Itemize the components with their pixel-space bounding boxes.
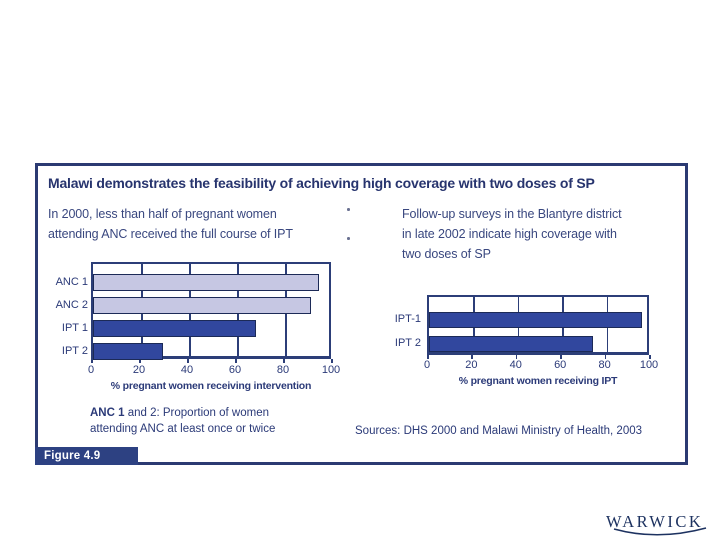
category-labels: IPT-1 IPT 2	[381, 295, 421, 355]
column-divider-dot	[347, 208, 350, 211]
tick-label: 0	[423, 359, 431, 371]
category-label: IPT 1	[61, 321, 88, 334]
tick-label: 40	[180, 364, 194, 376]
tick-labels: 0 20 40 60 80 100	[423, 359, 658, 372]
anc-footnote: ANC 1 and 2: Proportion of women attendi…	[90, 406, 275, 437]
bar-ipt-1	[93, 320, 257, 337]
anc-footnote-line-2: attending ANC at least once or twice	[90, 422, 276, 435]
anc-footnote-line-1: ANC 1 and 2: Proportion of women	[90, 406, 275, 422]
category-labels: ANC 1 ANC 2 IPT 1 IPT 2	[42, 262, 88, 359]
tick-mark	[427, 355, 429, 359]
bar-ipt-2	[93, 343, 163, 360]
anc-footnote-rest: and 2: Proportion of women	[124, 407, 269, 419]
tick-label: 100	[321, 364, 341, 376]
anc-footnote-bold: ANC 1	[90, 407, 125, 419]
warwick-logo-text: WARWICK	[606, 512, 704, 531]
tick-mark	[91, 359, 93, 363]
tick-label: 0	[87, 364, 95, 376]
tick-mark	[560, 355, 562, 359]
bar-anc-2	[93, 297, 312, 314]
tick-mark	[331, 359, 333, 363]
tick-marks	[427, 355, 651, 359]
tick-mark	[515, 355, 518, 359]
column-divider-dot	[347, 237, 350, 240]
tick-mark	[187, 359, 189, 363]
figure-number-badge: Figure 4.9	[35, 447, 138, 465]
category-label: ANC 1	[55, 275, 88, 288]
plot-area	[91, 262, 331, 360]
bar-ipt-1	[429, 312, 643, 328]
warwick-logo: WARWICK	[606, 512, 714, 540]
category-label: IPT 2	[61, 344, 88, 357]
tick-mark	[283, 359, 285, 363]
tick-label: 80	[276, 364, 290, 376]
tick-mark	[649, 355, 651, 359]
category-label: ANC 2	[55, 298, 88, 311]
tick-label: 40	[509, 359, 522, 371]
tick-label: 20	[465, 359, 478, 371]
warwick-swoosh-icon	[613, 527, 707, 536]
tick-mark	[604, 355, 607, 359]
figure-panel: Malawi demonstrates the feasibility of a…	[35, 163, 688, 465]
axis-label: % pregnant women receiving IPT	[458, 375, 618, 387]
tick-label: 20	[132, 364, 146, 376]
sources-note: Sources: DHS 2000 and Malawi Ministry of…	[355, 425, 643, 437]
right-caption-line-3: two doses of SP	[402, 247, 491, 261]
bar-ipt-2	[429, 336, 594, 352]
tick-label: 100	[639, 359, 659, 371]
figure-title: Malawi demonstrates the feasibility of a…	[48, 175, 595, 191]
plot-area	[427, 295, 649, 355]
category-label: IPT 2	[394, 337, 421, 349]
tick-labels: 0 20 40 60 80 100	[87, 364, 340, 377]
right-caption: Follow-up surveys in the Blantyre distri…	[402, 204, 622, 264]
tick-marks	[91, 359, 333, 363]
category-label: IPT-1	[394, 313, 421, 325]
tick-label: 80	[598, 359, 611, 371]
right-caption-line-2: in late 2002 indicate high coverage with	[402, 227, 617, 241]
tick-label: 60	[554, 359, 567, 371]
axis-label: % pregnant women receiving intervention	[110, 380, 312, 392]
left-caption-line-1: In 2000, less than half of pregnant wome…	[48, 207, 277, 221]
left-caption-line-2: attending ANC received the full course o…	[48, 227, 293, 241]
tick-label: 60	[228, 364, 242, 376]
left-caption: In 2000, less than half of pregnant wome…	[48, 204, 293, 244]
right-caption-line-1: Follow-up surveys in the Blantyre distri…	[402, 207, 622, 221]
bar-anc-1	[93, 274, 319, 291]
tick-mark	[235, 359, 237, 363]
tick-mark	[471, 355, 473, 359]
tick-mark	[139, 359, 141, 363]
